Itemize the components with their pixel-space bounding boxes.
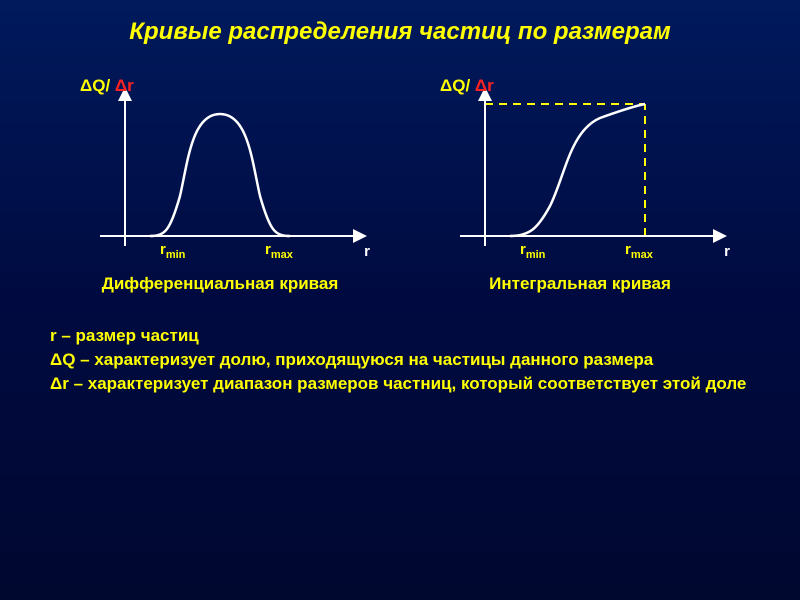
diff-x-axis-label: r	[364, 243, 370, 260]
charts-row: ΔQ/ Δr r rmin rmax	[40, 76, 760, 294]
differential-chart-area: ΔQ/ Δr r rmin rmax	[70, 76, 370, 266]
legend-line-3: Δr – характеризует диапазон размеров час…	[50, 372, 750, 396]
diff-y-axis-label: ΔQ/ Δr	[80, 76, 134, 96]
int-y-dr: Δr	[475, 76, 494, 95]
int-curve	[510, 104, 645, 236]
int-y-axis-label: ΔQ/ Δr	[440, 76, 494, 96]
integral-chart-svg	[430, 76, 730, 266]
legend-line-1: r – размер частиц	[50, 324, 750, 348]
differential-chart-svg	[70, 76, 370, 266]
diff-y-dq: ΔQ/	[80, 76, 115, 95]
diff-rmin-label: rmin	[160, 241, 185, 261]
int-x-axis-label: r	[724, 243, 730, 260]
int-rmin-label: rmin	[520, 241, 545, 261]
diff-rmax-label: rmax	[265, 241, 293, 261]
int-caption: Интегральная кривая	[489, 274, 671, 294]
slide-title: Кривые распределения частиц по размерам	[40, 18, 760, 46]
int-y-dq: ΔQ/	[440, 76, 475, 95]
integral-chart-area: ΔQ/ Δr r rmin	[430, 76, 730, 266]
legend-line-2: ΔQ – характеризует долю, приходящуюся на…	[50, 348, 750, 372]
diff-caption: Дифференциальная кривая	[102, 274, 339, 294]
int-rmax-label: rmax	[625, 241, 653, 261]
integral-chart-block: ΔQ/ Δr r rmin	[420, 76, 740, 294]
slide-root: Кривые распределения частиц по размерам …	[0, 0, 800, 600]
legend-block: r – размер частиц ΔQ – характеризует дол…	[40, 324, 760, 395]
differential-chart-block: ΔQ/ Δr r rmin rmax	[60, 76, 380, 294]
diff-y-dr: Δr	[115, 76, 134, 95]
diff-curve	[150, 114, 290, 236]
